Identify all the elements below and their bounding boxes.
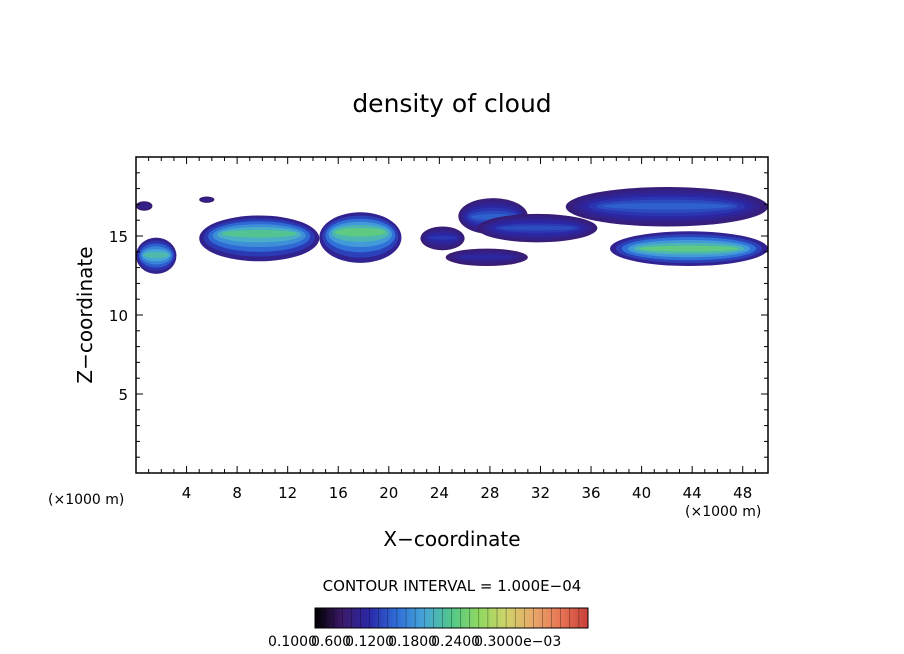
cloud-contour	[603, 202, 731, 210]
cloud-contour	[461, 255, 513, 259]
y-tick-label: 10	[109, 307, 128, 325]
colorbar-labels: 0.10000.6000.12000.18000.24000.3000e−03	[268, 634, 561, 650]
colorbar-label-5: 0.3000e−03	[474, 634, 561, 650]
cloud-contour	[428, 235, 457, 240]
cloud-contour	[221, 229, 297, 238]
x-tick-label: 20	[379, 484, 398, 502]
x-tick-label: 8	[232, 484, 242, 502]
x-tick-label: 24	[430, 484, 449, 502]
cloud-contour	[499, 225, 575, 231]
y-tick-labels: 5 10 15	[109, 228, 128, 404]
axis-ticks	[135, 156, 769, 474]
x-tick-label: 4	[182, 484, 192, 502]
x-tick-label: 16	[329, 484, 348, 502]
y-tick-label: 15	[109, 228, 128, 246]
cloud-contour	[202, 198, 212, 201]
colorbar-label-1: 0.600	[311, 634, 351, 650]
cloud-contour	[639, 245, 739, 252]
cloud-contour	[143, 252, 169, 259]
colorbar-label-4: 0.2400	[431, 634, 480, 650]
x-tick-label: 28	[480, 484, 499, 502]
chart-title: density of cloud	[352, 89, 551, 118]
contour-interval: CONTOUR INTERVAL = 1.000E−04	[323, 577, 582, 595]
x-tick-label: 48	[733, 484, 752, 502]
cloud-contour	[334, 228, 387, 237]
y-tick-label: 5	[118, 386, 128, 404]
colorbar-label-3: 0.1800	[388, 634, 437, 650]
x-tick-label: 36	[581, 484, 600, 502]
y-axis-label: Z−coordinate	[73, 246, 97, 383]
x-unit-left: (×1000 m)	[48, 492, 124, 508]
colorbar-label-2: 0.1200	[345, 634, 394, 650]
cloud-density-field	[136, 187, 768, 274]
x-tick-label: 12	[278, 484, 297, 502]
x-tick-labels: 4 8 12 16 20 24 28 32 36 40 44 48	[182, 484, 752, 502]
colorbar-label-0: 0.1000	[268, 634, 317, 650]
x-tick-label: 32	[531, 484, 550, 502]
x-axis-label: X−coordinate	[383, 527, 520, 551]
cloud-contour	[139, 204, 150, 207]
colorbar-ticks	[323, 608, 580, 628]
colorbar-frame	[314, 607, 589, 629]
x-tick-label: 40	[632, 484, 651, 502]
x-tick-label: 44	[683, 484, 702, 502]
x-unit-right: (×1000 m)	[685, 504, 761, 520]
